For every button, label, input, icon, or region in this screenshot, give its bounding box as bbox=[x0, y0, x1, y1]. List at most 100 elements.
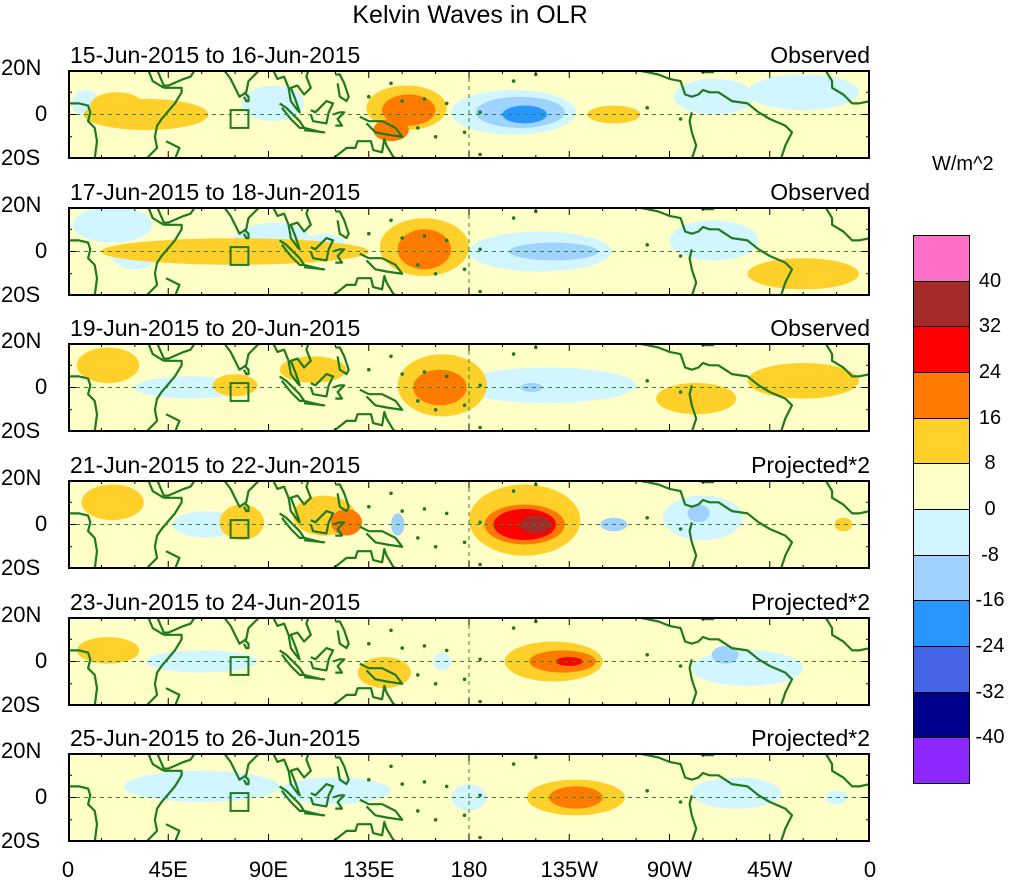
coastline bbox=[272, 343, 312, 387]
coastline bbox=[303, 399, 326, 407]
coastline bbox=[635, 343, 794, 432]
coastline bbox=[303, 126, 326, 134]
island bbox=[433, 135, 438, 139]
map-panel-2 bbox=[68, 207, 870, 296]
panel-type-label: Observed bbox=[770, 315, 870, 341]
island bbox=[478, 425, 482, 430]
island bbox=[678, 800, 683, 804]
panel-type-label: Projected*2 bbox=[751, 452, 870, 478]
island bbox=[511, 216, 516, 220]
island bbox=[400, 509, 405, 513]
colorbar-swatch bbox=[913, 372, 970, 419]
y-tick-label: 0 bbox=[35, 374, 48, 399]
olr-anomaly-region bbox=[330, 509, 363, 536]
island bbox=[416, 536, 420, 540]
panel-frame bbox=[68, 617, 870, 706]
coastline bbox=[335, 620, 350, 650]
olr-contour-map bbox=[68, 617, 870, 706]
colorbar-level-label: 8 bbox=[984, 452, 996, 475]
olr-contour-map bbox=[68, 207, 870, 296]
island bbox=[367, 94, 371, 99]
island bbox=[462, 813, 467, 818]
olr-anomaly-region bbox=[509, 242, 599, 261]
map-panel-3 bbox=[68, 343, 870, 432]
coastline bbox=[359, 662, 404, 685]
island bbox=[367, 367, 371, 372]
coastline bbox=[335, 210, 350, 240]
island bbox=[422, 780, 427, 784]
island bbox=[444, 511, 449, 516]
colorbar-swatch bbox=[913, 737, 970, 784]
island bbox=[511, 489, 516, 493]
olr-anomaly-region bbox=[656, 383, 737, 415]
coastline bbox=[359, 798, 404, 821]
y-tick-label: 0 bbox=[35, 648, 48, 673]
x-tick-label: 135W bbox=[540, 857, 598, 882]
coastline bbox=[332, 384, 346, 400]
colorbar-units: W/m^2 bbox=[932, 153, 994, 175]
island bbox=[645, 653, 649, 657]
coastline bbox=[145, 359, 183, 432]
olr-anomaly-region bbox=[711, 645, 739, 664]
panel-date-range: 19-Jun-2015 to 20-Jun-2015 bbox=[70, 315, 361, 341]
coastline bbox=[243, 774, 250, 786]
olr-anomaly-region bbox=[433, 652, 452, 671]
coastline bbox=[824, 480, 870, 515]
panel-date-range: 23-Jun-2015 to 24-Jun-2015 bbox=[70, 589, 361, 615]
x-tick-label: 90E bbox=[248, 857, 289, 882]
coastline bbox=[303, 809, 326, 817]
coastline bbox=[309, 237, 335, 262]
island bbox=[478, 110, 482, 115]
coastline bbox=[635, 617, 794, 706]
y-tick-label: 20S bbox=[1, 692, 41, 717]
x-tick-label: 45W bbox=[747, 857, 793, 882]
olr-anomaly-region bbox=[687, 504, 710, 523]
coastline bbox=[217, 480, 261, 508]
island bbox=[478, 562, 482, 567]
island bbox=[678, 527, 683, 531]
coastline bbox=[332, 248, 346, 264]
coastline bbox=[243, 638, 250, 650]
y-tick-label: 0 bbox=[35, 784, 48, 809]
panel-date-range: 15-Jun-2015 to 16-Jun-2015 bbox=[70, 42, 361, 68]
coastline bbox=[156, 617, 196, 634]
colorbar-level-label: 24 bbox=[978, 361, 1002, 383]
island bbox=[478, 657, 482, 662]
island bbox=[422, 507, 427, 511]
olr-anomaly-region bbox=[76, 637, 140, 664]
island bbox=[444, 648, 449, 653]
reference-box bbox=[229, 246, 250, 266]
coastline bbox=[156, 480, 196, 497]
coastline bbox=[272, 70, 312, 114]
coastline bbox=[272, 617, 312, 661]
olr-anomaly-region bbox=[101, 238, 369, 265]
coastline bbox=[68, 70, 99, 159]
chart-title: Kelvin Waves in OLR bbox=[352, 1, 588, 29]
y-tick-label: 0 bbox=[35, 238, 48, 263]
coastline bbox=[688, 659, 698, 706]
olr-anomaly-region bbox=[382, 94, 436, 126]
island bbox=[433, 545, 438, 549]
island bbox=[422, 644, 427, 648]
island bbox=[645, 379, 649, 383]
island bbox=[478, 699, 482, 704]
island bbox=[511, 352, 516, 356]
colorbar-swatch bbox=[913, 463, 970, 510]
coastline bbox=[272, 753, 312, 797]
island bbox=[400, 372, 405, 376]
coastline bbox=[145, 223, 183, 296]
coastline bbox=[243, 364, 250, 376]
island bbox=[462, 540, 467, 545]
olr-anomaly-region bbox=[397, 229, 452, 270]
map-panel-5 bbox=[68, 617, 870, 706]
island bbox=[534, 755, 538, 760]
coastline bbox=[68, 753, 99, 842]
colorbar-swatch bbox=[913, 509, 970, 556]
colorbar-swatch bbox=[913, 326, 970, 373]
island bbox=[462, 267, 467, 272]
coastline bbox=[217, 753, 261, 781]
island bbox=[444, 238, 449, 243]
island bbox=[478, 383, 482, 388]
island bbox=[645, 106, 649, 110]
coastline bbox=[147, 617, 165, 636]
